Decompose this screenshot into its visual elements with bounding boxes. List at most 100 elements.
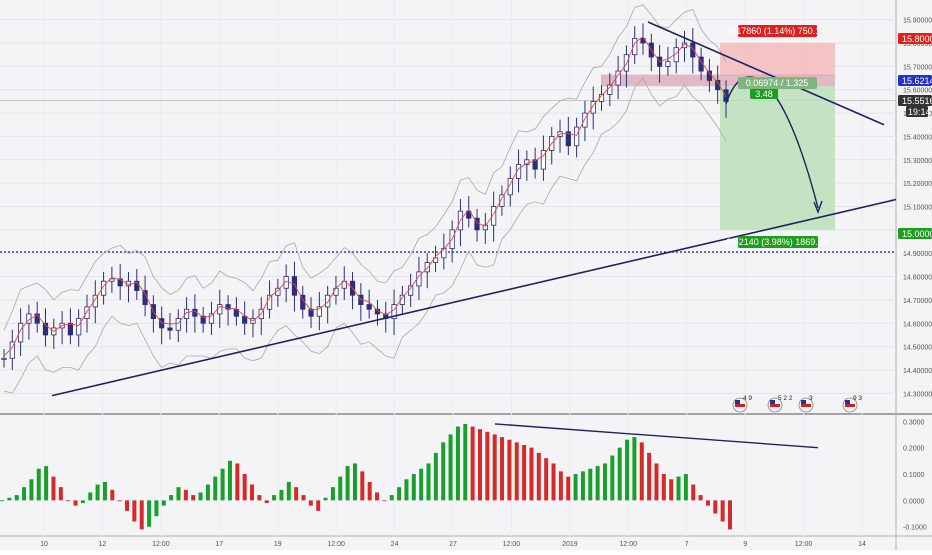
histogram-bar bbox=[242, 474, 247, 501]
target-label: 0.62140 (3.98%) 1869.34 bbox=[726, 237, 828, 247]
histogram-bar bbox=[176, 487, 181, 501]
price-tick-label: 15.20000 bbox=[903, 181, 932, 188]
candle-body bbox=[532, 159, 538, 170]
candle-body bbox=[175, 318, 181, 331]
histogram-bar bbox=[713, 500, 718, 514]
histogram-bar bbox=[29, 479, 34, 501]
event-icons[interactable]: 4 9 5 2 2 3 9 3 bbox=[732, 395, 862, 413]
histogram-bar bbox=[404, 479, 409, 501]
candle-body bbox=[225, 304, 231, 310]
histogram-bar bbox=[382, 500, 387, 502]
price-tag-current: 15.62140 bbox=[902, 76, 932, 86]
candle-body bbox=[590, 101, 596, 114]
histogram-bar bbox=[507, 439, 512, 501]
price-tick-label: 14.50000 bbox=[903, 345, 932, 352]
histogram-bar bbox=[661, 474, 666, 501]
candle-body bbox=[117, 278, 123, 287]
trend-drawings[interactable] bbox=[51, 21, 897, 449]
price-tick-label: 15.40000 bbox=[903, 134, 932, 141]
candle-body bbox=[67, 322, 73, 336]
time-tick-label: 12:00 bbox=[503, 541, 521, 548]
candle-body bbox=[84, 306, 90, 319]
candle-body bbox=[665, 61, 671, 67]
histogram-bar bbox=[73, 500, 78, 506]
ratio-label: 3.48 bbox=[755, 89, 773, 99]
histogram-bar bbox=[117, 500, 122, 502]
candle-body bbox=[167, 327, 173, 331]
histogram-bar bbox=[610, 455, 615, 501]
oscillator-trendline[interactable] bbox=[494, 423, 819, 449]
time-tick-label: 12:00 bbox=[620, 541, 638, 548]
histogram-bar bbox=[463, 423, 468, 501]
histogram-bar bbox=[397, 487, 402, 501]
histogram-bar bbox=[588, 468, 593, 501]
histogram-bar bbox=[191, 495, 196, 501]
falling-trendline[interactable] bbox=[647, 21, 885, 126]
histogram-bar bbox=[375, 492, 380, 501]
candle-body bbox=[333, 287, 339, 296]
time-tick-label: 17 bbox=[215, 541, 223, 548]
histogram-bar bbox=[66, 500, 71, 502]
histogram-bar bbox=[132, 500, 137, 522]
histogram-bar bbox=[22, 487, 27, 501]
rising-trendline[interactable] bbox=[51, 198, 897, 397]
histogram-bar bbox=[294, 487, 299, 501]
candle-body bbox=[565, 131, 571, 147]
candle-body bbox=[76, 318, 82, 336]
histogram-bar bbox=[0, 500, 4, 502]
candle-body bbox=[424, 262, 430, 273]
candle-body bbox=[574, 126, 580, 147]
event-count: 3 bbox=[809, 395, 813, 402]
histogram-bar bbox=[448, 434, 453, 501]
histogram-bar bbox=[477, 429, 482, 501]
time-tick-label: 24 bbox=[391, 541, 399, 548]
histogram-bar bbox=[161, 500, 166, 506]
histogram-bar bbox=[205, 484, 210, 501]
candle-body bbox=[325, 294, 331, 308]
event-flag-icon[interactable]: 9 3 bbox=[842, 395, 862, 413]
candle-body bbox=[208, 313, 215, 324]
histogram-bar bbox=[95, 484, 100, 501]
price-tick-label: 15.80000 bbox=[903, 41, 932, 48]
event-flag-icon[interactable]: 5 2 2 bbox=[767, 395, 793, 413]
histogram-bar bbox=[566, 476, 571, 501]
histogram-bar bbox=[455, 426, 460, 501]
price-tick-label: 14.40000 bbox=[903, 368, 932, 375]
histogram-bar bbox=[80, 500, 85, 503]
candle-body bbox=[540, 150, 547, 170]
candle-body bbox=[17, 322, 24, 343]
flag-stripe bbox=[845, 404, 855, 407]
price-tick-label: 15.10000 bbox=[903, 204, 932, 211]
time-tick-label: 12:00 bbox=[795, 541, 813, 548]
candle-body bbox=[275, 287, 281, 296]
price-tag-stop: 15.80000 bbox=[902, 34, 932, 44]
event-flag-icon[interactable]: 4 9 bbox=[732, 395, 752, 413]
candle-body bbox=[283, 276, 289, 289]
oscillator-tick-label: -0.1000 bbox=[903, 525, 927, 532]
histogram-bar bbox=[279, 489, 284, 501]
histogram-bar bbox=[154, 500, 159, 517]
histogram-bar bbox=[323, 497, 328, 501]
histogram-bar bbox=[110, 489, 115, 501]
indicator-lines bbox=[3, 4, 727, 394]
time-tick-label: 12:00 bbox=[327, 541, 345, 548]
oscillator-tick-label: 0.1000 bbox=[903, 472, 925, 479]
event-count: 5 2 2 bbox=[778, 395, 793, 402]
histogram-bar bbox=[264, 500, 269, 503]
candle-body bbox=[507, 178, 513, 196]
histogram-bar bbox=[183, 489, 188, 501]
event-count: 9 3 bbox=[853, 395, 862, 402]
histogram-bar bbox=[639, 442, 644, 501]
histogram-bar bbox=[558, 471, 563, 501]
ratio-label-box bbox=[750, 88, 778, 99]
event-flag-icon[interactable]: 3 bbox=[798, 395, 814, 413]
histogram-bar bbox=[102, 481, 107, 501]
histogram-bar bbox=[529, 447, 534, 501]
flag-stripe bbox=[770, 404, 780, 407]
entry-label: 0.06974 / 1.325 bbox=[746, 78, 809, 88]
candle-body bbox=[515, 164, 522, 179]
histogram-bar bbox=[426, 463, 431, 501]
price-tick-label: 14.90000 bbox=[903, 251, 932, 258]
